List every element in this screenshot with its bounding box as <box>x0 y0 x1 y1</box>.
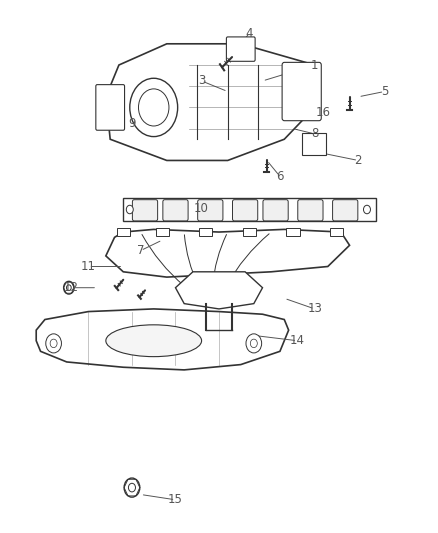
Bar <box>123 198 376 221</box>
Bar <box>243 228 256 236</box>
Text: 1: 1 <box>311 59 318 71</box>
FancyBboxPatch shape <box>163 200 188 221</box>
Text: 11: 11 <box>81 260 96 273</box>
FancyBboxPatch shape <box>226 37 255 61</box>
FancyBboxPatch shape <box>132 200 158 221</box>
Text: 14: 14 <box>290 334 305 347</box>
Text: 8: 8 <box>311 127 318 140</box>
Text: 13: 13 <box>307 302 322 316</box>
FancyBboxPatch shape <box>198 200 223 221</box>
Text: 9: 9 <box>128 117 136 130</box>
PathPatch shape <box>176 272 262 309</box>
Bar <box>286 228 300 236</box>
Circle shape <box>251 339 257 348</box>
Circle shape <box>46 334 61 353</box>
Circle shape <box>246 334 261 353</box>
Circle shape <box>126 205 133 214</box>
FancyBboxPatch shape <box>282 62 321 120</box>
Circle shape <box>364 205 371 214</box>
Circle shape <box>130 78 178 136</box>
PathPatch shape <box>36 309 289 370</box>
Text: 15: 15 <box>168 494 183 506</box>
Text: 2: 2 <box>354 154 362 167</box>
FancyBboxPatch shape <box>263 200 288 221</box>
PathPatch shape <box>106 44 315 160</box>
Circle shape <box>64 281 74 294</box>
Bar <box>199 228 212 236</box>
PathPatch shape <box>106 229 350 277</box>
Bar <box>330 228 343 236</box>
Bar <box>302 133 325 155</box>
Text: 12: 12 <box>64 281 78 294</box>
FancyBboxPatch shape <box>298 200 323 221</box>
Text: 10: 10 <box>194 201 209 215</box>
Circle shape <box>50 339 57 348</box>
Ellipse shape <box>106 325 201 357</box>
FancyBboxPatch shape <box>332 200 358 221</box>
Text: 6: 6 <box>276 170 284 183</box>
Circle shape <box>128 483 135 492</box>
Text: 16: 16 <box>316 106 331 119</box>
Bar <box>156 228 169 236</box>
Text: 7: 7 <box>137 244 145 257</box>
Text: 3: 3 <box>198 75 205 87</box>
Circle shape <box>138 89 169 126</box>
FancyBboxPatch shape <box>233 200 258 221</box>
FancyBboxPatch shape <box>96 85 124 130</box>
Text: 5: 5 <box>381 85 388 98</box>
Bar <box>117 228 130 236</box>
Text: 4: 4 <box>246 27 253 39</box>
Circle shape <box>124 478 140 497</box>
Circle shape <box>67 285 71 290</box>
